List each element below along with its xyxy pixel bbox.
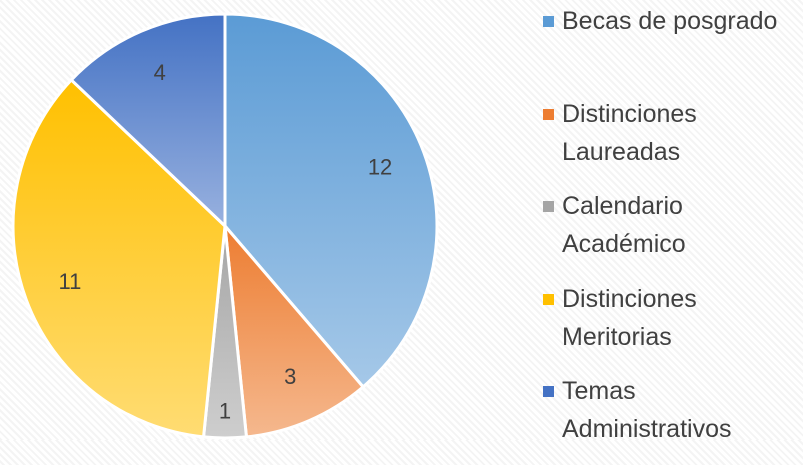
data-label: 3 (284, 364, 296, 389)
data-label: 1 (219, 398, 231, 423)
legend-label: Distinciones Laureadas (562, 99, 697, 166)
legend-swatch (543, 201, 554, 212)
data-label: 11 (59, 269, 82, 294)
legend: Becas de posgrado Distinciones Laureadas C… (540, 2, 798, 465)
legend-item: Becas de posgrado (540, 2, 798, 95)
legend-label: Temas Administrativos (562, 377, 732, 443)
page: 12 3 1 11 4 Becas de posgrado Distinciones La… (0, 0, 803, 443)
data-label: 12 (368, 154, 392, 179)
legend-swatch (543, 293, 554, 305)
legend-swatch (543, 16, 554, 27)
pie-slice (69, 12, 227, 230)
legend-item: Calendario Académico (540, 187, 798, 280)
pie-slice (11, 77, 227, 439)
pie-slice (223, 221, 366, 439)
pie-slice (223, 12, 439, 389)
legend-label: Becas de posgrado (562, 7, 778, 35)
legend-label: Distinciones Meritorias (562, 284, 697, 351)
legend-item: Temas Administrativos (540, 372, 798, 465)
legend-label: Calendario Académico (562, 192, 686, 258)
legend-item: Distinciones Laureadas (540, 95, 798, 188)
data-label: 4 (154, 60, 166, 85)
legend-item: Distinciones Meritorias (540, 280, 798, 373)
legend-swatch (543, 386, 554, 397)
legend-swatch (543, 108, 554, 120)
